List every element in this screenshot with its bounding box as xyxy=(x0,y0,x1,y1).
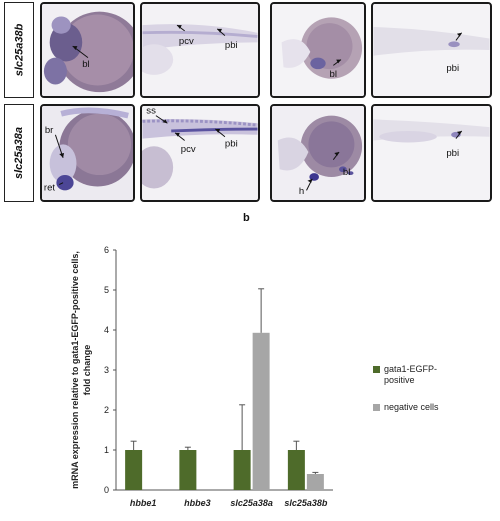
y-tick-label: 3 xyxy=(104,365,109,375)
bar-gata1-egfp-positive xyxy=(287,450,305,490)
legend-swatch xyxy=(373,404,380,411)
annotation-pcv: pcv xyxy=(181,144,196,155)
legend-swatch xyxy=(373,366,380,373)
image-panel-b-head: bl xyxy=(40,2,135,98)
annotation-bl: bl xyxy=(343,167,350,178)
category-label: slc25a38a xyxy=(230,498,273,508)
y-tick-label: 1 xyxy=(104,445,109,455)
embryo-image: bl h xyxy=(272,106,364,200)
y-tick-label: 2 xyxy=(104,405,109,415)
legend-label: gata1-EGFP-positive xyxy=(384,364,437,385)
embryo-image: pbi xyxy=(373,106,490,200)
bar-negative-cells xyxy=(306,474,324,490)
y-axis-label: mRNA expression relative to gata1-EGFP-p… xyxy=(70,251,92,489)
annotation-bl: bl xyxy=(330,69,337,80)
embryo-image: bl xyxy=(272,4,364,96)
row-label-slc25a38a: slc25a38a xyxy=(4,104,34,202)
y-tick-label: 5 xyxy=(104,285,109,295)
y-tick-label: 0 xyxy=(104,485,109,495)
image-panel-a-trunk: ss pcv pbi xyxy=(140,104,260,202)
category-label: slc25a38b xyxy=(284,498,328,508)
category-label: hbbe1 xyxy=(130,498,157,508)
image-panel-a-head: br ret xyxy=(40,104,135,202)
bar-gata1-egfp-positive xyxy=(125,450,143,490)
annotation-ret: ret xyxy=(44,182,56,193)
row-label-slc25a38b: slc25a38b xyxy=(4,2,34,98)
annotation-pcv: pcv xyxy=(179,36,194,47)
embryo-image: bl xyxy=(42,4,133,96)
annotation-h: h xyxy=(299,186,304,197)
embryo-image: pbi xyxy=(373,4,490,96)
bar-chart: 0 1 2 3 4 5 6 mRNA expression relative to gata1… xyxy=(70,245,439,508)
annotation-bl: bl xyxy=(82,59,89,70)
y-tick-label: 4 xyxy=(104,325,109,335)
embryo-image: ss pcv pbi xyxy=(142,106,258,200)
row-label-text: slc25a38a xyxy=(13,127,25,179)
y-tick-label: 6 xyxy=(104,245,109,255)
annotation-br: br xyxy=(45,125,54,136)
annotation-pbi: pbi xyxy=(225,40,238,51)
annotation-pbi: pbi xyxy=(446,148,459,159)
bar-gata1-egfp-positive xyxy=(179,450,197,490)
image-panel-b-tail: pbi xyxy=(371,2,492,98)
bar-negative-cells xyxy=(252,332,270,490)
annotation-pbi: pbi xyxy=(225,138,238,149)
image-panel-b-trunk: pcv pbi xyxy=(140,2,260,98)
legend-label: negative cells xyxy=(384,402,439,412)
embryo-image: pcv pbi xyxy=(142,4,258,96)
image-panel-a-tail: pbi xyxy=(371,104,492,202)
image-panel-b-head-late: bl xyxy=(270,2,366,98)
bar-gata1-egfp-positive xyxy=(233,450,251,490)
annotation-pbi: pbi xyxy=(446,63,459,74)
annotation-ss: ss xyxy=(146,106,156,117)
embryo-image: br ret xyxy=(42,106,133,200)
panel-label-b: b xyxy=(243,212,250,224)
image-panel-a-head-late: bl h xyxy=(270,104,366,202)
category-label: hbbe3 xyxy=(184,498,211,508)
row-label-text: slc25a38b xyxy=(13,23,26,77)
